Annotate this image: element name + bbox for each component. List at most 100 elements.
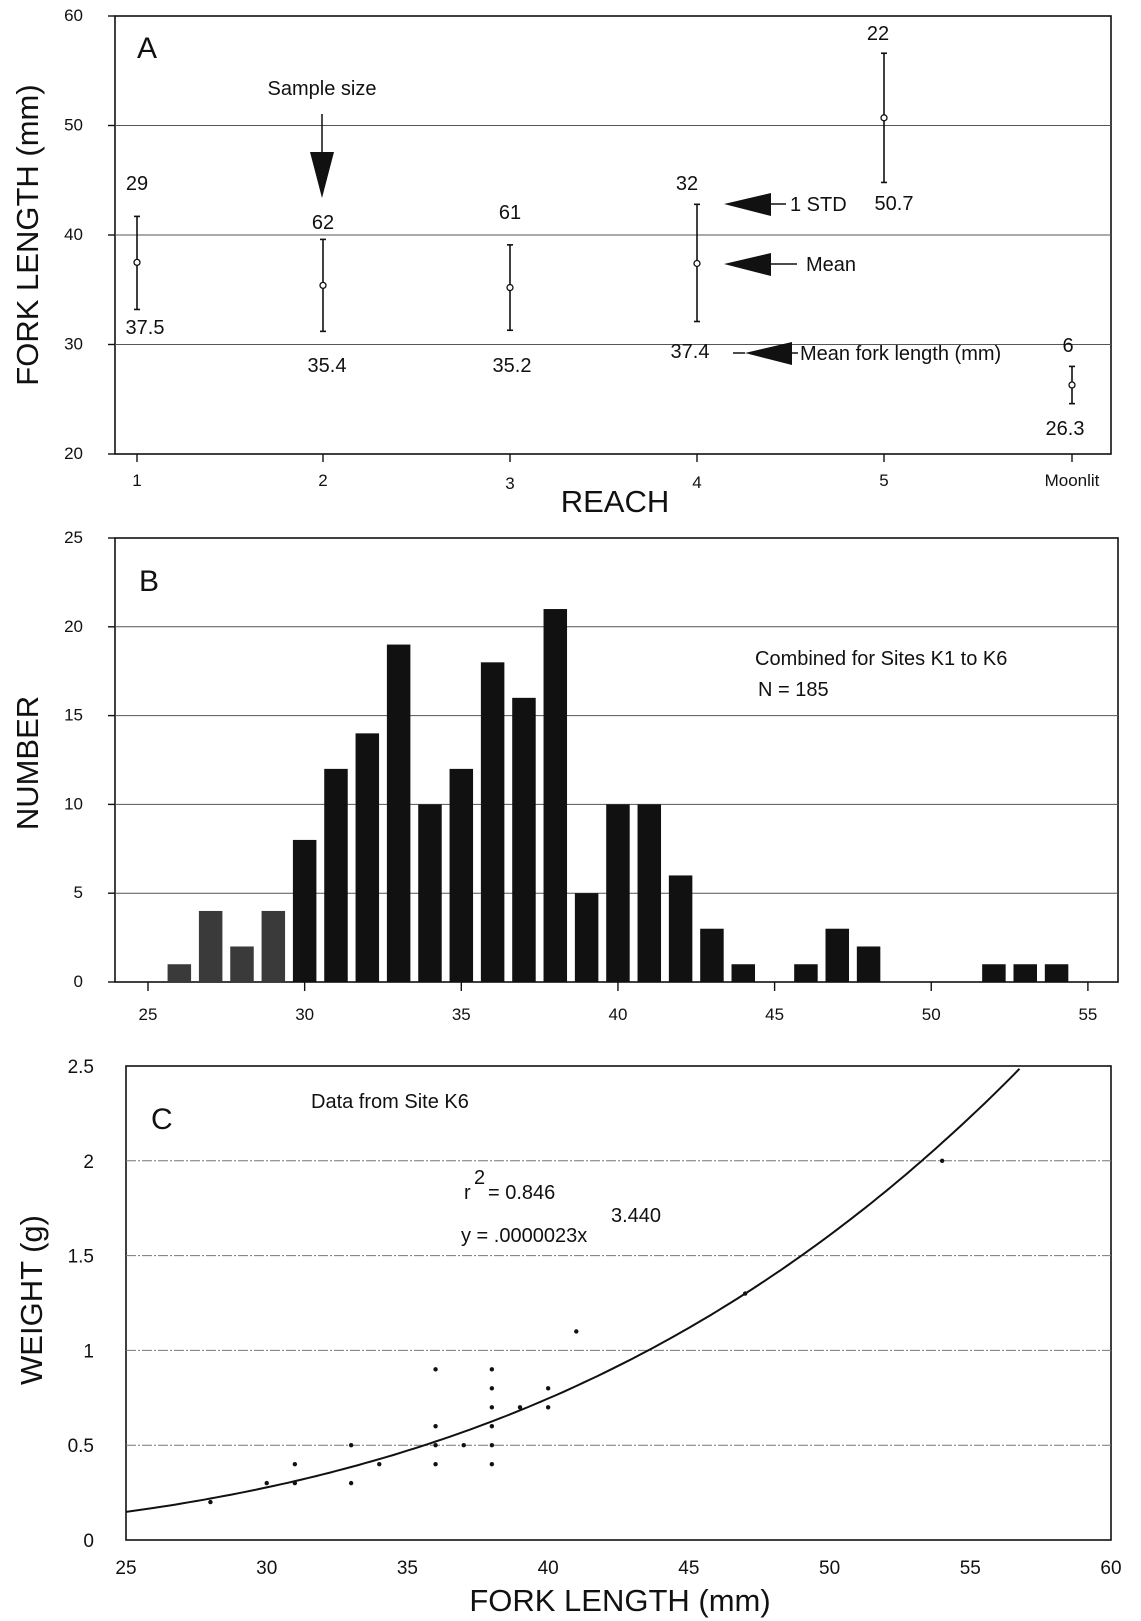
sample-size-label: 22	[867, 23, 889, 45]
histogram-bar	[512, 697, 536, 982]
mean-point	[693, 259, 701, 268]
panel-b-annotation-sites: Combined for Sites K1 to K6	[755, 648, 1007, 670]
mean-value-label: 26.3	[1046, 418, 1085, 440]
histogram-bar	[230, 946, 254, 982]
histogram-bar	[543, 609, 568, 982]
fit-equation-exponent: 3.440	[611, 1205, 661, 1227]
data-point	[489, 1461, 495, 1467]
panel-c-x-tick-label: 45	[678, 1558, 699, 1579]
r-squared-prefix: r	[464, 1182, 471, 1204]
panel-b-letter: B	[139, 565, 159, 598]
mean-arrow-head	[724, 253, 771, 276]
mean-annotation: Mean	[806, 254, 856, 276]
panel-a-y-tick-label: 60	[64, 6, 83, 25]
data-point	[489, 1443, 495, 1448]
panel-b-annotation-n: N = 185	[758, 679, 829, 701]
histogram-bar	[982, 964, 1006, 982]
sample-size-label: 61	[499, 202, 521, 224]
std-annotation: 1 STD	[790, 194, 847, 216]
histogram-bar	[292, 839, 317, 982]
data-point	[292, 1461, 298, 1467]
panel-a-fork-length-by-reach: 20 30 40 50 60 1 2 3 4 5 Moonlit 29 37.5 62 35.4 61 35…	[10, 6, 1112, 519]
histogram-bar	[700, 928, 724, 982]
panel-c-x-tick-label: 40	[538, 1558, 559, 1579]
mean-fork-length-annotation: Mean fork length (mm)	[800, 343, 1001, 365]
panel-b-y-tick-label: 25	[64, 528, 83, 547]
panel-c-x-tick-label: 60	[1100, 1558, 1121, 1579]
data-point	[433, 1443, 438, 1448]
data-point	[574, 1329, 579, 1334]
data-point	[545, 1386, 551, 1391]
data-point	[208, 1499, 213, 1505]
panel-b-y-axis-label: NUMBER	[10, 696, 45, 830]
panel-a-x-axis-label: REACH	[561, 484, 670, 519]
histogram-bar	[637, 804, 662, 982]
panel-c-x-tick-label: 55	[960, 1558, 981, 1579]
mean-fork-length-arrow-head	[745, 342, 792, 365]
mean-point	[880, 114, 888, 122]
fit-equation: y = .0000023x	[461, 1225, 587, 1247]
data-point	[545, 1405, 551, 1410]
panel-c-weight-vs-length: 0 0.5 1 1.5 2 2.5 25 30 35 40 45 50 55 60 C WEIGHT (…	[14, 1057, 1122, 1618]
panel-b-y-tick-label: 15	[64, 706, 83, 725]
panel-a-y-tick-label: 50	[64, 116, 83, 135]
sample-size-label: 62	[312, 212, 334, 234]
panel-c-frame	[125, 1065, 1112, 1541]
data-point	[517, 1405, 523, 1410]
panel-a-x-tick-label: Moonlit	[1045, 471, 1100, 490]
panel-a-y-tick-label: 40	[64, 225, 83, 244]
mean-value-label: 50.7	[875, 193, 914, 215]
panel-a-y-axis-label: FORK LENGTH (mm)	[10, 84, 45, 385]
panel-b-y-tick-label: 5	[74, 883, 83, 902]
sample-size-arrow-head	[310, 152, 334, 198]
data-point	[489, 1367, 495, 1372]
panel-a-x-tick-label: 4	[692, 473, 701, 492]
data-point	[489, 1424, 495, 1429]
data-point	[348, 1480, 354, 1486]
panel-b-x-tick-label: 45	[765, 1005, 784, 1024]
histogram-bar	[1044, 964, 1069, 982]
data-point	[461, 1443, 466, 1448]
panel-b-x-tick-label: 55	[1078, 1005, 1097, 1024]
data-point	[742, 1291, 748, 1296]
panel-a-x-tick-label: 1	[132, 471, 141, 490]
data-point	[489, 1386, 495, 1391]
mean-point	[506, 283, 514, 292]
histogram-bar	[261, 910, 286, 982]
histogram-bar	[449, 768, 474, 982]
panel-c-y-tick-label: 1.5	[68, 1247, 94, 1268]
mean-value-label: 35.2	[493, 355, 532, 377]
mean-point	[133, 258, 141, 267]
panel-c-y-tick-label: 2.5	[68, 1057, 94, 1078]
sample-size-label: 29	[126, 173, 148, 195]
mean-point	[319, 281, 327, 290]
panel-a-y-tick-label: 20	[64, 444, 83, 463]
panel-a-y-tick-label: 30	[64, 335, 83, 354]
r-squared-exponent: 2	[474, 1167, 485, 1189]
data-point	[348, 1443, 354, 1448]
panel-b-length-histogram: 0 5 10 15 20 25 25 30 35 40 45 50 55 B NUMBER Combi…	[10, 528, 1119, 1024]
sample-size-label: 6	[1062, 335, 1073, 357]
panel-a-letter: A	[137, 32, 157, 65]
data-point	[264, 1480, 269, 1486]
panel-a-x-tick-label: 3	[505, 474, 514, 493]
data-point	[939, 1158, 945, 1164]
histogram-bar	[794, 964, 818, 982]
mean-value-label: 35.4	[308, 355, 347, 377]
histogram-bar	[856, 946, 881, 982]
sample-size-label: 32	[676, 173, 698, 195]
histogram-bar	[418, 804, 442, 982]
mean-value-label: 37.4	[671, 341, 710, 363]
panel-b-x-tick-label: 25	[139, 1005, 158, 1024]
data-point	[489, 1405, 495, 1410]
panel-c-letter: C	[151, 1103, 173, 1136]
histogram-bar	[825, 928, 850, 982]
panel-c-annotation-site: Data from Site K6	[311, 1091, 469, 1113]
histogram-bar	[167, 964, 192, 982]
panel-c-x-axis-label: FORK LENGTH (mm)	[469, 1583, 770, 1618]
histogram-bar	[386, 644, 411, 982]
panel-c-y-tick-label: 0	[83, 1531, 94, 1552]
r-squared-value: = 0.846	[488, 1182, 555, 1204]
histogram-bar	[731, 964, 756, 982]
histogram-bar	[574, 893, 599, 982]
